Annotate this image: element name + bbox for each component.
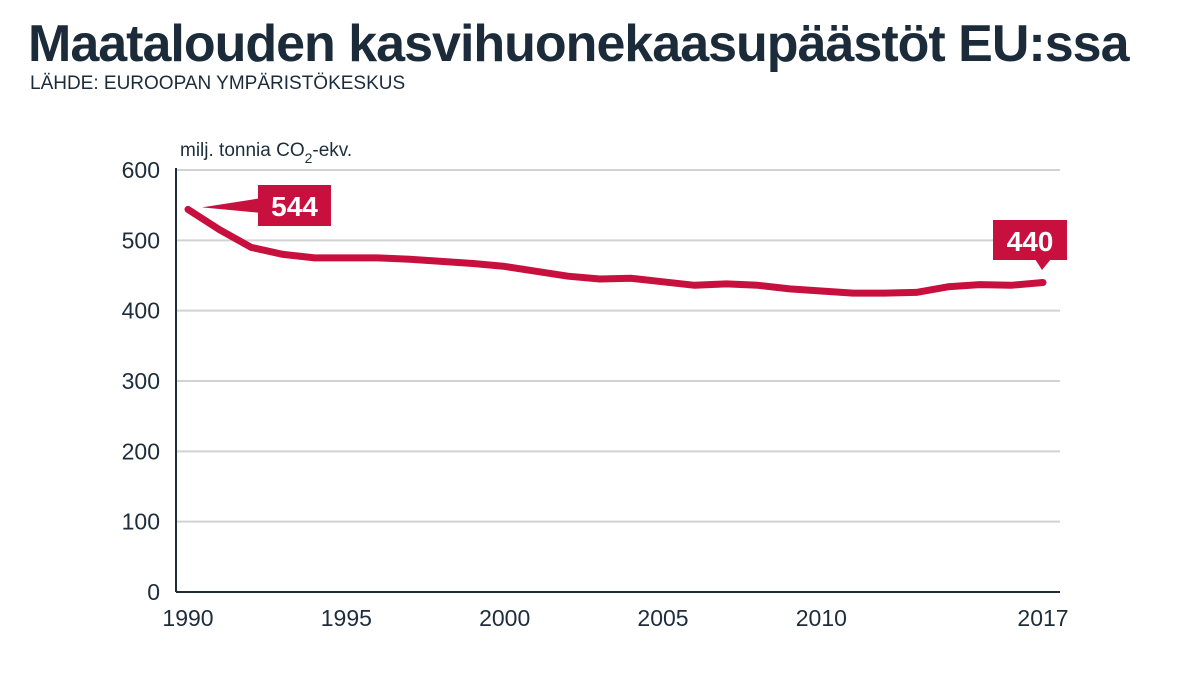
x-tick-label: 2000 [479,605,530,631]
chart-source: LÄHDE: EUROOPAN YMPÄRISTÖKESKUS [30,73,406,94]
series-line [184,205,1047,297]
callout-pointer-start [202,198,262,213]
y-tick-labels: 0 100 200 300 400 500 600 [122,157,160,605]
x-tick-label: 2010 [796,605,847,631]
y-tick-label: 600 [122,157,160,183]
y-tick-label: 500 [122,227,160,253]
callout-box-end [993,220,1067,260]
chart-title: Maatalouden kasvihuonekaasupäästöt EU:ss… [28,15,1129,73]
x-tick-label: 2005 [637,605,688,631]
y-tick-label: 0 [147,579,160,605]
y-tick-label: 400 [122,298,160,324]
y-tick-label: 100 [122,509,160,535]
callout-label-start: 544 [271,191,318,222]
callout-label-end: 440 [1007,226,1054,257]
x-tick-labels: 1990 1995 2000 2005 2010 2017 [162,605,1068,631]
axes [175,168,1060,593]
callouts: 544 440 [202,185,1067,270]
callout-pointer-end [1035,259,1051,270]
series-group [184,205,1047,297]
y-tick-label: 200 [122,438,160,464]
callout-box-start [258,185,331,226]
y-tick-label: 300 [122,368,160,394]
x-tick-label: 1990 [162,605,213,631]
x-tick-label: 1995 [321,605,372,631]
x-tick-label: 2017 [1017,605,1068,631]
y-axis-unit-label: milj. tonnia CO2-ekv. [180,140,352,166]
gridlines [176,169,1060,523]
